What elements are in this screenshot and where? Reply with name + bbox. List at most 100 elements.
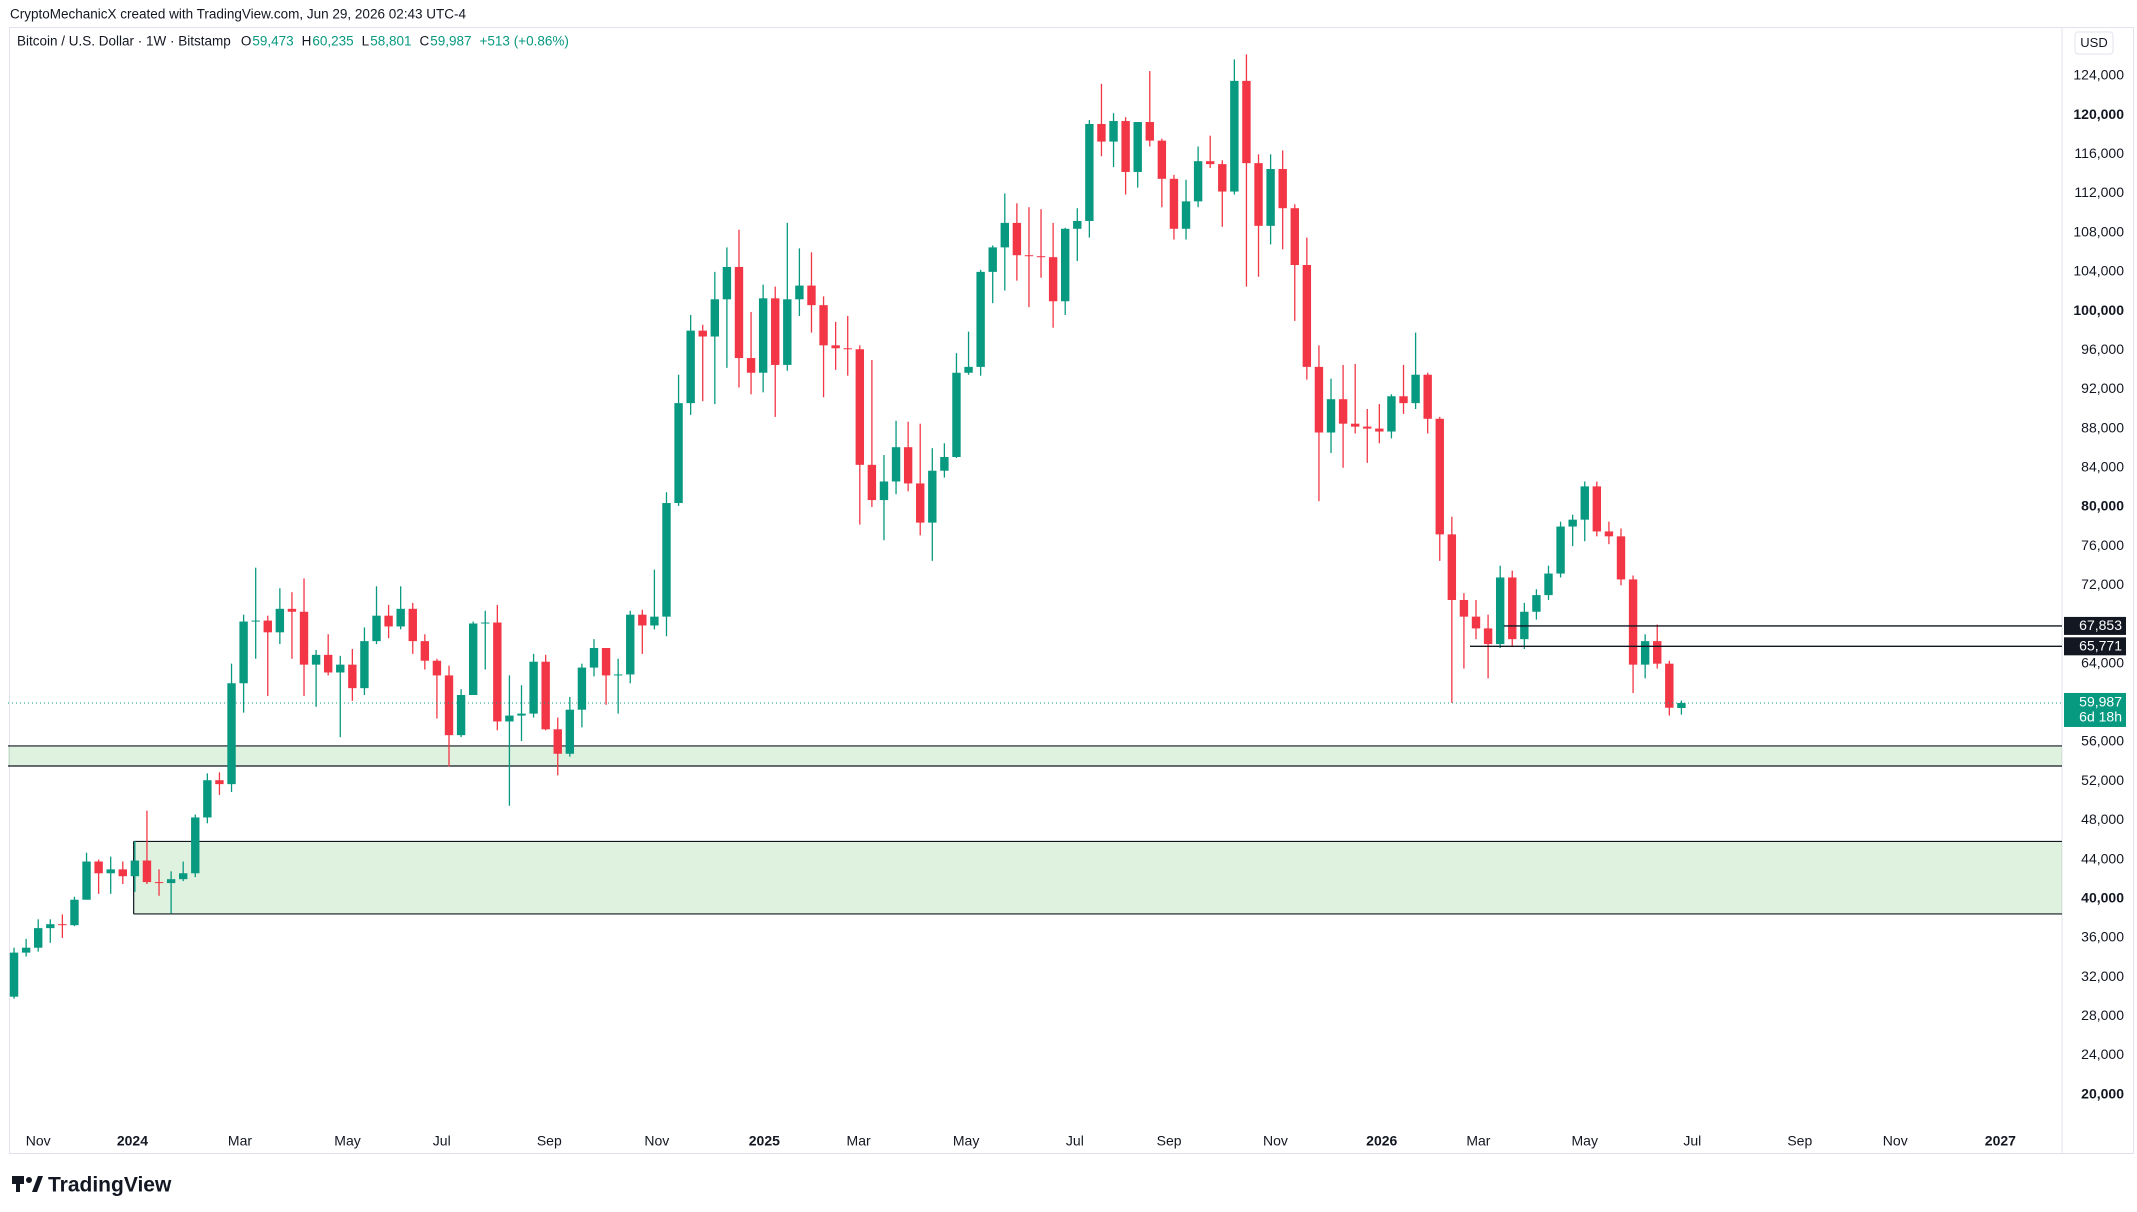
candle-body xyxy=(154,882,164,884)
candle-body xyxy=(1266,169,1275,226)
candle-body xyxy=(1495,577,1505,645)
x-tick-label: May xyxy=(1572,1133,1598,1149)
x-tick-label: Mar xyxy=(1466,1133,1490,1149)
x-tick-label: Mar xyxy=(228,1133,252,1149)
candle-body xyxy=(1109,121,1118,142)
candle-body xyxy=(1363,426,1372,429)
candle-body xyxy=(940,456,949,471)
candle-body xyxy=(323,654,333,673)
candle-body xyxy=(1073,220,1082,229)
candle-body xyxy=(1061,228,1070,302)
x-tick-label: 2027 xyxy=(1985,1133,2016,1149)
candle-body xyxy=(1242,80,1251,164)
y-tick-label: 100,000 xyxy=(2073,302,2124,318)
x-tick-label: Mar xyxy=(847,1133,871,1149)
x-tick-label: Sep xyxy=(1157,1133,1182,1149)
candle-body xyxy=(1157,140,1167,179)
candle-body xyxy=(1616,536,1626,580)
candle-body xyxy=(94,861,103,874)
y-tick-label: 48,000 xyxy=(2081,811,2124,827)
candle-body xyxy=(1628,579,1638,665)
x-tick-label: 2025 xyxy=(749,1133,780,1149)
candle-body xyxy=(783,299,792,365)
candle-body xyxy=(58,924,67,926)
candle-body xyxy=(311,654,321,665)
x-tick-label: Jul xyxy=(1683,1133,1701,1149)
credit: CryptoMechanicX created with TradingView… xyxy=(10,7,466,22)
candle-body xyxy=(1399,396,1408,404)
candle-body xyxy=(1205,161,1215,165)
y-tick-label: 104,000 xyxy=(2073,263,2124,279)
candle-body xyxy=(1568,519,1577,527)
candle-body xyxy=(34,928,43,948)
candle-body xyxy=(1532,595,1541,612)
symbol: Bitcoin / U.S. Dollar · 1W · Bitstamp xyxy=(17,34,231,49)
candle-body xyxy=(70,899,79,926)
ohlc-key: L xyxy=(362,34,370,49)
candle-body xyxy=(831,345,840,349)
ohlc-key: H xyxy=(302,34,312,49)
x-tick-label: Nov xyxy=(1883,1133,1908,1149)
currency: USD xyxy=(2080,35,2107,50)
candle-body xyxy=(928,470,937,523)
candle-body xyxy=(795,285,804,300)
x-tick-label: Nov xyxy=(644,1133,669,1149)
candle-body xyxy=(299,611,309,665)
y-tick-label: 116,000 xyxy=(2074,145,2124,161)
candle-body xyxy=(191,817,200,874)
y-tick-label: 52,000 xyxy=(2081,772,2124,788)
candle-body xyxy=(481,622,490,624)
candle-body xyxy=(952,372,961,457)
candle-body xyxy=(420,641,430,661)
candle-body xyxy=(1665,663,1674,708)
candle-body xyxy=(771,298,780,365)
y-tick-label: 96,000 xyxy=(2081,341,2124,357)
candle-body xyxy=(1544,573,1553,596)
y-tick-label: 88,000 xyxy=(2081,419,2124,435)
last-price-label: 59,987 xyxy=(2079,694,2122,710)
candle-body xyxy=(1085,123,1094,221)
x-tick-label: Sep xyxy=(1787,1133,1812,1149)
candle-body xyxy=(82,861,91,900)
candle-body xyxy=(879,481,889,501)
x-tick-label: Jul xyxy=(433,1133,451,1149)
candle-body xyxy=(1483,628,1493,645)
ohlc-value: 59,987 xyxy=(430,34,471,49)
candle-body xyxy=(1145,122,1154,141)
level-label: 67,853 xyxy=(2079,617,2122,633)
candle-body xyxy=(1012,222,1022,256)
candle-body xyxy=(251,620,260,622)
ohlc-value: 58,801 xyxy=(370,34,411,49)
candle-body xyxy=(505,715,514,722)
candle-body xyxy=(626,614,635,675)
ohlc-value: 59,473 xyxy=(252,34,293,49)
candle-body xyxy=(444,675,454,736)
candle-body xyxy=(553,729,562,754)
candle-body xyxy=(638,614,647,626)
candle-body xyxy=(1423,374,1432,419)
x-tick-label: May xyxy=(334,1133,360,1149)
candle-body xyxy=(275,608,285,633)
candle-body xyxy=(456,695,466,736)
candle-body xyxy=(1677,702,1686,709)
candle-body xyxy=(360,641,369,689)
candle-body xyxy=(1375,428,1384,432)
candle-body xyxy=(9,952,19,997)
candle-body xyxy=(1471,616,1481,629)
ohlc-value: 60,235 xyxy=(312,34,353,49)
candle-body xyxy=(1024,255,1034,257)
x-tick-label: Sep xyxy=(537,1133,562,1149)
candle-body xyxy=(203,780,212,818)
candle-body xyxy=(1193,161,1203,202)
candle-body xyxy=(1447,534,1457,600)
candle-body xyxy=(432,660,442,676)
candle-body xyxy=(1592,486,1602,532)
candle-body xyxy=(565,709,575,754)
zone xyxy=(133,841,2062,914)
countdown: 6d 18h xyxy=(2079,709,2122,725)
candle-body xyxy=(903,447,913,484)
candle-body xyxy=(384,615,393,627)
candle-body xyxy=(1181,201,1191,229)
logo-mark xyxy=(16,1184,20,1192)
